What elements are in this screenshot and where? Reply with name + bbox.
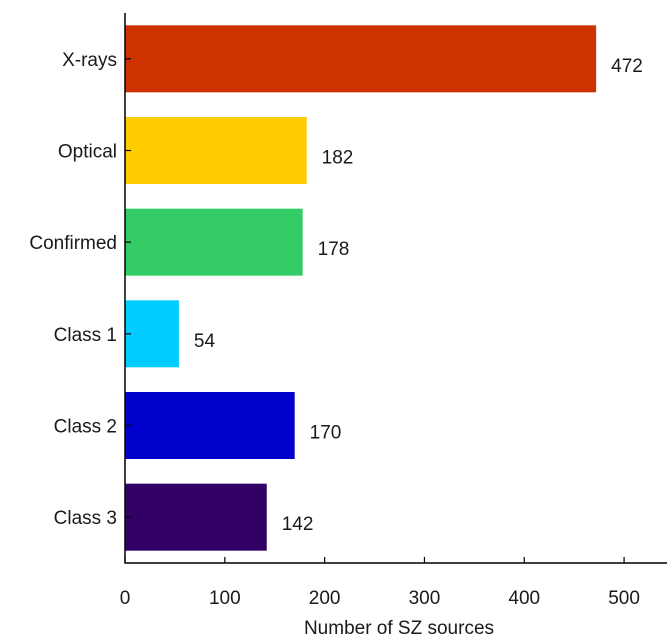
value-label-class-2: 170 [310, 423, 342, 444]
x-tick-label: 0 [120, 588, 131, 609]
bars-group [125, 25, 597, 551]
value-label-class-1: 54 [194, 331, 216, 352]
x-tick-label: 500 [608, 588, 640, 609]
category-label-class-3: Class 3 [54, 508, 117, 529]
x-tick-label: 200 [309, 588, 341, 609]
x-tick-label: 100 [209, 588, 241, 609]
category-labels-group: X-rays Optical Confirmed Class 1 Class 2 Clas… [29, 50, 117, 529]
value-label-x-rays: 472 [611, 56, 643, 77]
bar-optical [125, 117, 307, 184]
category-label-x-rays: X-rays [62, 50, 117, 71]
x-tick-label: 400 [508, 588, 540, 609]
value-labels-group: 472 182 178 54 170 142 [194, 56, 643, 535]
plot-frame [124, 13, 667, 564]
category-label-optical: Optical [58, 142, 117, 163]
category-label-class-1: Class 1 [54, 325, 117, 346]
bar-class-3 [125, 483, 267, 551]
x-ticks-group: 0 100 200 300 400 500 [120, 58, 640, 609]
bar-confirmed [125, 208, 303, 276]
value-label-confirmed: 178 [318, 239, 350, 260]
value-label-optical: 182 [322, 148, 354, 169]
x-tick-label: 300 [409, 588, 441, 609]
category-label-class-2: Class 2 [54, 417, 117, 438]
x-axis-label: Number of SZ sources [304, 618, 494, 638]
bar-class-2 [125, 392, 295, 459]
bar-class-1 [125, 300, 179, 368]
category-label-confirmed: Confirmed [29, 233, 117, 254]
bar-x-rays [125, 25, 597, 93]
value-label-class-3: 142 [282, 514, 314, 535]
